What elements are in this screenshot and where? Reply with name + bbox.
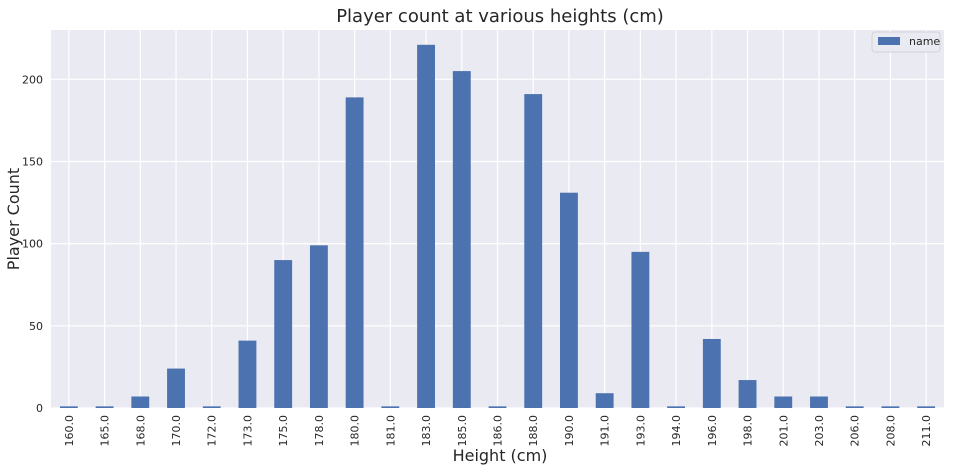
- bar-173.0: [238, 340, 257, 408]
- x-axis-label: Height (cm): [453, 446, 548, 465]
- bar-178.0: [309, 245, 328, 408]
- bar-180.0: [345, 97, 364, 409]
- x-tick-label: 208.0: [884, 415, 897, 447]
- bar-160.0: [59, 406, 78, 408]
- bar-196.0: [702, 338, 721, 408]
- y-tick-label: 150: [22, 155, 43, 168]
- bar-201.0: [774, 396, 793, 408]
- x-tick-label: 190.0: [563, 415, 576, 447]
- bar-203.0: [810, 396, 828, 408]
- x-tick-label: 178.0: [313, 415, 326, 447]
- x-tick-label: 172.0: [206, 415, 219, 447]
- bar-206.0: [845, 406, 864, 408]
- x-tick-label: 186.0: [492, 415, 505, 447]
- bar-175.0: [274, 260, 293, 408]
- x-tick-label: 185.0: [456, 415, 469, 447]
- x-tick-label: 160.0: [63, 415, 76, 447]
- bars: [59, 44, 936, 409]
- bar-181.0: [381, 406, 400, 408]
- y-tick-label: 50: [29, 320, 43, 333]
- legend-swatch: [878, 37, 900, 45]
- bar-191.0: [595, 393, 614, 408]
- x-tick-label: 175.0: [277, 415, 290, 447]
- x-tick-label: 201.0: [777, 415, 790, 447]
- legend: name: [871, 31, 940, 53]
- bar-198.0: [738, 380, 757, 408]
- bar-190.0: [560, 192, 578, 408]
- bar-165.0: [95, 406, 114, 408]
- x-tick-label: 181.0: [384, 415, 397, 447]
- chart-title: Player count at various heights (cm): [336, 6, 664, 27]
- y-tick-label: 100: [22, 238, 43, 251]
- x-tick-label: 206.0: [849, 415, 862, 447]
- x-tick-label: 198.0: [742, 415, 755, 447]
- x-tick-label: 165.0: [99, 415, 112, 447]
- x-tick-label: 211.0: [920, 415, 933, 447]
- x-tick-label: 180.0: [349, 415, 362, 447]
- x-tick-label: 191.0: [599, 415, 612, 447]
- bar-186.0: [488, 406, 507, 408]
- bar-208.0: [881, 406, 900, 408]
- bar-194.0: [667, 406, 686, 408]
- bar-168.0: [131, 396, 150, 408]
- x-tick-label: 188.0: [527, 415, 540, 447]
- bar-188.0: [524, 94, 543, 409]
- bar-172.0: [202, 406, 221, 408]
- x-tick-labels: 160.0 165.0 168.0 170.0 172.0 173.0 175.0 178.0…: [63, 415, 933, 447]
- x-tick-label: 173.0: [241, 415, 254, 447]
- bar-185.0: [452, 71, 471, 408]
- x-tick-label: 170.0: [170, 415, 183, 447]
- x-tick-label: 203.0: [813, 415, 826, 447]
- bar-183.0: [417, 44, 435, 408]
- y-tick-labels: 0 50 100 150 200: [22, 73, 43, 415]
- bar-193.0: [631, 251, 650, 408]
- y-axis-label: Player Count: [4, 168, 23, 270]
- x-tick-label: 183.0: [420, 415, 433, 447]
- x-tick-label: 193.0: [634, 415, 647, 447]
- y-tick-label: 200: [22, 73, 43, 86]
- bar-211.0: [917, 406, 936, 408]
- x-tick-label: 194.0: [670, 415, 683, 447]
- y-tick-label: 0: [36, 402, 43, 415]
- legend-label: name: [909, 35, 940, 48]
- bar-170.0: [167, 368, 185, 408]
- x-tick-label: 196.0: [706, 415, 719, 447]
- x-tick-label: 168.0: [134, 415, 147, 447]
